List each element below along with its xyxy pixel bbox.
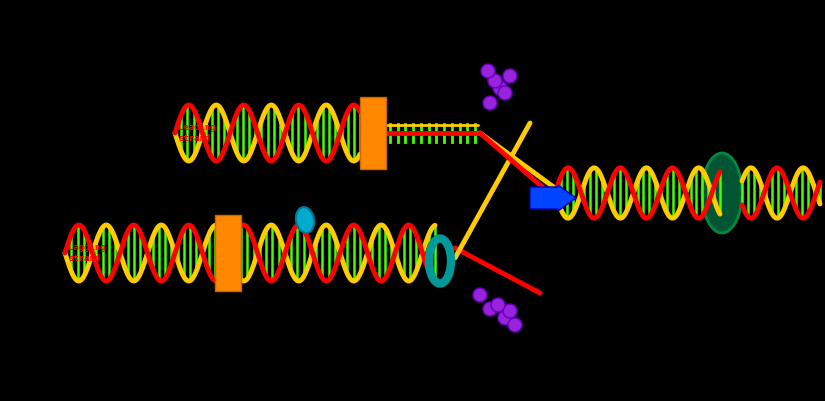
- Text: Leading
strand: Leading strand: [178, 123, 215, 143]
- FancyArrow shape: [530, 185, 576, 211]
- Bar: [215, 215, 241, 291]
- Ellipse shape: [296, 207, 314, 233]
- Circle shape: [498, 311, 512, 325]
- Circle shape: [503, 69, 517, 83]
- Circle shape: [488, 74, 502, 88]
- Circle shape: [493, 81, 507, 95]
- Bar: [360, 97, 386, 169]
- Circle shape: [491, 298, 505, 312]
- Circle shape: [508, 318, 522, 332]
- Circle shape: [473, 288, 487, 302]
- Text: Lagging
strand: Lagging strand: [68, 243, 106, 263]
- Circle shape: [498, 86, 512, 100]
- Circle shape: [481, 64, 495, 78]
- Circle shape: [483, 96, 497, 110]
- Circle shape: [483, 302, 497, 316]
- Circle shape: [503, 304, 517, 318]
- Ellipse shape: [702, 153, 742, 233]
